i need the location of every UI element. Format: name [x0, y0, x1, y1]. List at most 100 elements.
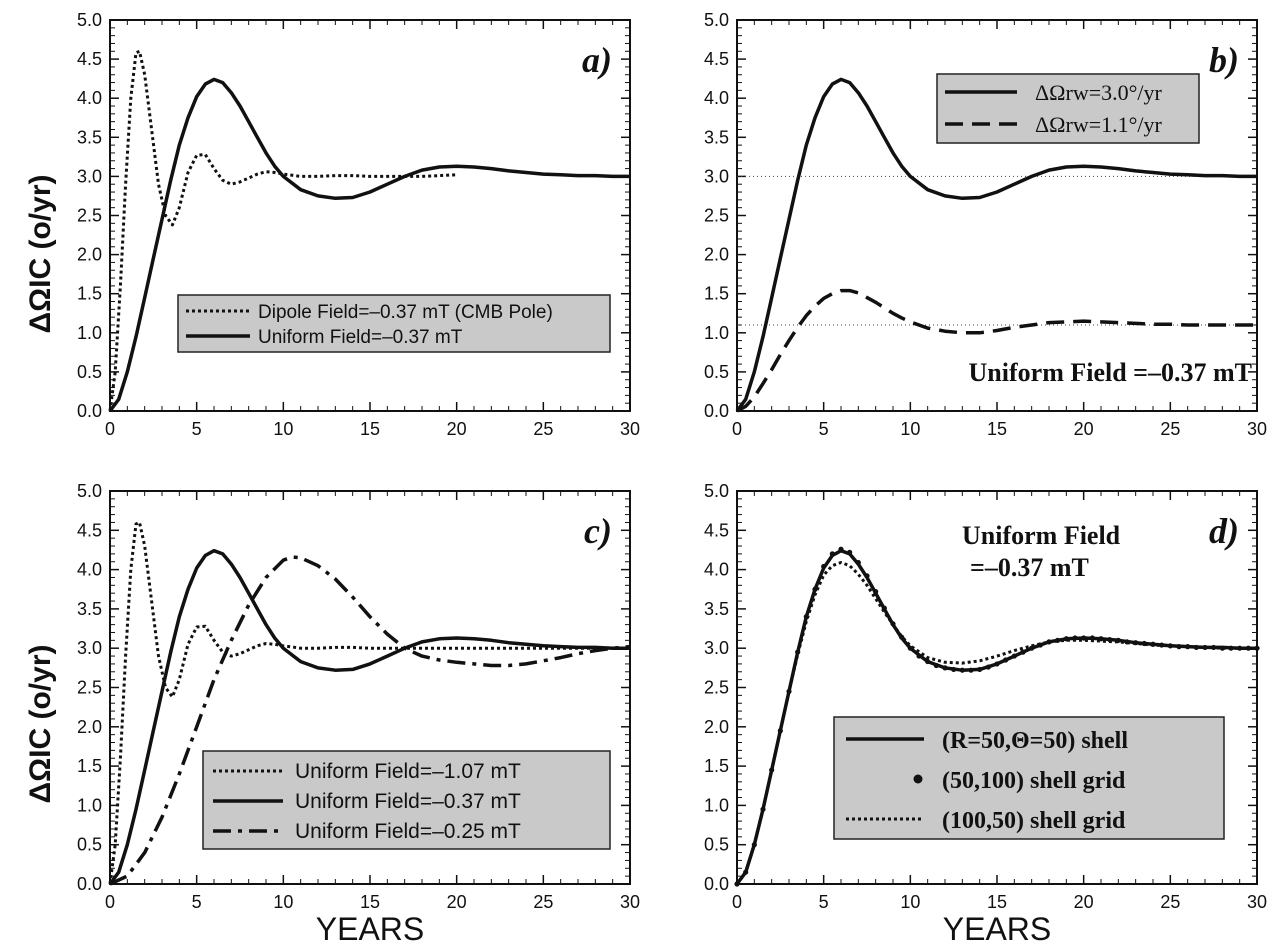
data-point	[985, 664, 991, 670]
y-tick-label: 5.0	[77, 10, 102, 30]
x-tick-label: 15	[987, 892, 1007, 912]
data-point	[968, 667, 974, 673]
x-tick-label: 5	[192, 419, 202, 439]
y-tick-label: 3.0	[77, 166, 102, 186]
x-tick-label: 10	[273, 892, 293, 912]
series--100-50-shell-grid	[735, 561, 1257, 885]
y-tick-label: 1.5	[704, 284, 729, 304]
data-point	[829, 551, 835, 557]
y-tick-label: 2.0	[704, 717, 729, 737]
y-tick-label: 3.5	[77, 127, 102, 147]
series-uniform-field-0-37-mt	[108, 77, 630, 413]
data-point	[1011, 653, 1017, 659]
series-dipole-field-0-37-mt-cmb-pole-	[108, 49, 457, 412]
legend-entry: (R=50,Θ=50) shell	[942, 728, 1128, 754]
y-tick-label: 4.0	[704, 88, 729, 108]
x-tick-label: 5	[819, 419, 829, 439]
legend-entry: Uniform Field=–0.25 mT	[295, 820, 521, 843]
y-tick-label: 2.5	[704, 678, 729, 698]
x-tick-label: 5	[819, 892, 829, 912]
annotation: =–0.37 mT	[970, 553, 1089, 582]
panel-label: c)	[584, 511, 612, 551]
series--rw-1-1-yr	[736, 288, 1257, 413]
data-point	[933, 662, 939, 669]
y-tick-label: 2.0	[704, 245, 729, 265]
y-tick-label: 0.0	[704, 874, 729, 894]
x-tick-label: 25	[533, 892, 553, 912]
panel-d: 0 5 10 15 20 25 30 0.0 0.5 1.0 1.5 2.0 2.5 3.0 3.5 4.0 4…	[704, 481, 1267, 912]
panel-c: 0 5 10 15 20 25 30 0.0 0.5 1.0 1.5 2.0 2.5 3.0 3.5 4.0 4…	[77, 481, 640, 912]
data-point	[1020, 649, 1026, 655]
legend-entry: Uniform Field=–1.07 mT	[295, 760, 521, 783]
y-tick-label: 2.0	[77, 245, 102, 265]
y-tick-label: 0.5	[77, 362, 102, 382]
y-tick-label: 0.5	[77, 835, 102, 855]
y-tick-label: 0.0	[704, 401, 729, 421]
data-point	[916, 653, 922, 659]
series-uniform-field-0-25-mt	[109, 555, 631, 886]
data-point	[864, 573, 870, 579]
panel-label: b)	[1209, 40, 1239, 80]
x-tick-label: 15	[360, 419, 380, 439]
y-tick-label: 4.0	[77, 88, 102, 108]
data-point	[821, 563, 827, 570]
data-point	[977, 666, 983, 673]
x-tick-label: 15	[360, 892, 380, 912]
data-point	[942, 665, 948, 671]
x-tick-label: 30	[620, 892, 640, 912]
y-tick-label: 2.5	[77, 678, 102, 698]
data-point	[838, 546, 844, 552]
legend-box	[177, 294, 611, 353]
x-tick-label: 25	[1160, 892, 1180, 912]
annotation: Uniform Field =–0.37 mT	[969, 358, 1252, 387]
y-tick-label: 0.5	[704, 835, 729, 855]
y-tick-label: 5.0	[704, 10, 729, 30]
y-tick-label: 3.5	[704, 127, 729, 147]
x-tick-label: 20	[1074, 419, 1094, 439]
y-tick-label: 2.5	[77, 206, 102, 226]
y-tick-label: 3.0	[77, 638, 102, 658]
x-tick-label: 30	[1247, 419, 1267, 439]
y-tick-label: 3.5	[77, 599, 102, 619]
data-point	[951, 666, 957, 673]
x-tick-label: 0	[732, 419, 742, 439]
x-axis-label-left: YEARS	[316, 911, 424, 945]
x-tick-label: 25	[1160, 419, 1180, 439]
panel-label: d)	[1209, 511, 1239, 551]
x-tick-label: 0	[732, 892, 742, 912]
legend-box	[936, 73, 1200, 144]
data-point	[994, 661, 1000, 667]
y-tick-label: 4.0	[704, 560, 729, 580]
legend-entry: (100,50) shell grid	[942, 808, 1126, 834]
y-tick-label: 1.5	[704, 756, 729, 776]
x-tick-label: 20	[447, 419, 467, 439]
y-axis-label-bottom: ΔΩIC (o/yr)	[24, 645, 57, 804]
y-tick-label: 5.0	[77, 481, 102, 501]
x-tick-label: 30	[1247, 892, 1267, 912]
data-point	[812, 586, 818, 592]
x-tick-label: 30	[620, 419, 640, 439]
series-uniform-field-0-37-mt	[108, 548, 630, 886]
y-axis-label-bottom-text: ΔΩIC (o/yr)	[24, 645, 57, 804]
legend-entry: ΔΩrw=3.0°/yr	[1035, 80, 1163, 105]
y-tick-label: 3.5	[704, 599, 729, 619]
y-tick-label: 0.0	[77, 874, 102, 894]
data-point	[1081, 635, 1087, 641]
y-tick-label: 1.5	[77, 284, 102, 304]
x-tick-label: 10	[900, 892, 920, 912]
legend-entry: (50,100) shell grid	[942, 768, 1126, 794]
data-point	[959, 667, 965, 673]
data-point	[855, 559, 861, 566]
data-point	[847, 549, 853, 555]
data-point	[873, 589, 879, 595]
y-tick-label: 0.5	[704, 362, 729, 382]
y-tick-label: 4.5	[704, 49, 729, 69]
y-tick-label: 4.5	[77, 520, 102, 540]
y-tick-label: 4.5	[704, 520, 729, 540]
y-axis-label-top: ΔΩIC (o/yr)	[24, 175, 57, 334]
legend-entry: Uniform Field=–0.37 mT	[295, 790, 521, 813]
y-axis-label-top-text: ΔΩIC (o/yr)	[24, 175, 57, 334]
y-tick-label: 1.0	[704, 795, 729, 815]
y-tick-label: 2.5	[704, 206, 729, 226]
series--rw-3-0-yr	[735, 77, 1257, 413]
